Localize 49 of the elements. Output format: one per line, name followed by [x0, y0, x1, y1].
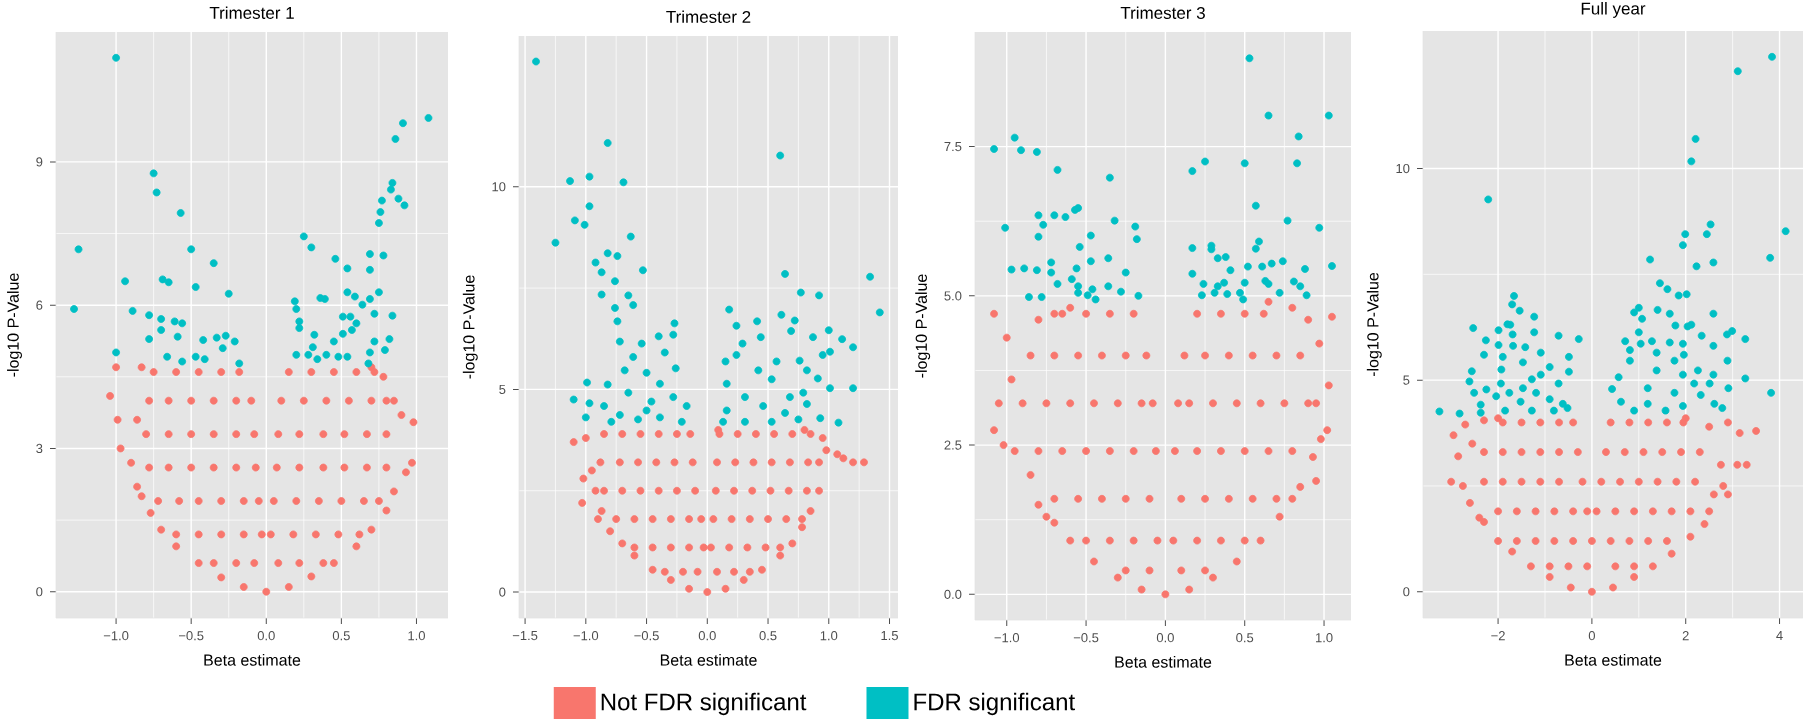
y-axis-title: -log10 P-Value	[7, 273, 22, 377]
y-tick-label: 2.5	[944, 440, 962, 450]
y-tick-label: 7.5	[944, 142, 962, 152]
chart-title: Full year	[1581, 2, 1646, 18]
y-tick-label: 0	[499, 587, 506, 597]
x-tick-label: −1.0	[573, 631, 599, 641]
y-tick-label: 0	[36, 587, 43, 597]
x-tick-label: 1.5	[881, 631, 898, 641]
y-tick-label: 5	[499, 384, 506, 394]
x-tick-label: 0	[1588, 631, 1595, 641]
legend-label: FDR significant	[914, 692, 1075, 716]
x-tick-label: −1.0	[994, 633, 1020, 643]
x-tick-label: −2	[1491, 631, 1505, 641]
y-tick-label: 5.0	[944, 291, 962, 301]
y-tick-label: 6	[36, 300, 43, 310]
y-axis-title: -log10 P-Value	[1366, 272, 1382, 377]
x-tick-label: 0.0	[257, 631, 275, 641]
x-tick-label: 4	[1776, 631, 1783, 641]
x-tick-label: 0.5	[759, 631, 777, 641]
y-tick-label: 5	[1403, 375, 1410, 385]
y-tick-label: 0.0	[944, 589, 962, 599]
x-axis-title: Beta estimate	[1565, 653, 1662, 666]
chart-title: Trimester 3	[1120, 6, 1205, 19]
y-tick-label: 9	[36, 157, 43, 167]
x-tick-label: −1.5	[512, 631, 538, 641]
x-axis-title: Beta estimate	[660, 653, 757, 666]
x-tick-label: 0.0	[1156, 633, 1174, 643]
x-tick-label: −0.5	[1073, 633, 1099, 643]
x-axis-title: Beta estimate	[204, 653, 301, 666]
chart-title: Trimester 2	[666, 10, 751, 23]
x-tick-label: −1.0	[103, 631, 129, 641]
y-tick-label: 0	[1403, 587, 1410, 597]
x-axis-title: Beta estimate	[1115, 655, 1212, 668]
x-tick-label: −0.5	[634, 631, 659, 641]
legend-label: Not FDR significant	[601, 692, 807, 716]
x-tick-label: 2	[1682, 631, 1689, 641]
x-tick-label: 0.5	[1236, 633, 1254, 643]
x-tick-label: 1.0	[408, 631, 425, 641]
chart-title: Trimester 1	[209, 6, 294, 19]
x-tick-label: 0.5	[332, 631, 350, 641]
y-tick-label: 10	[492, 182, 506, 192]
x-tick-label: 1.0	[1316, 633, 1333, 643]
y-tick-label: 10	[1396, 163, 1410, 174]
x-tick-label: 1.0	[820, 631, 838, 641]
y-axis-title: -log10 P-Value	[462, 275, 478, 379]
y-tick-label: 3	[36, 443, 43, 454]
x-tick-label: −0.5	[178, 631, 204, 641]
x-tick-label: 0.0	[698, 631, 716, 641]
y-axis-title: -log10 P-Value	[915, 274, 931, 378]
